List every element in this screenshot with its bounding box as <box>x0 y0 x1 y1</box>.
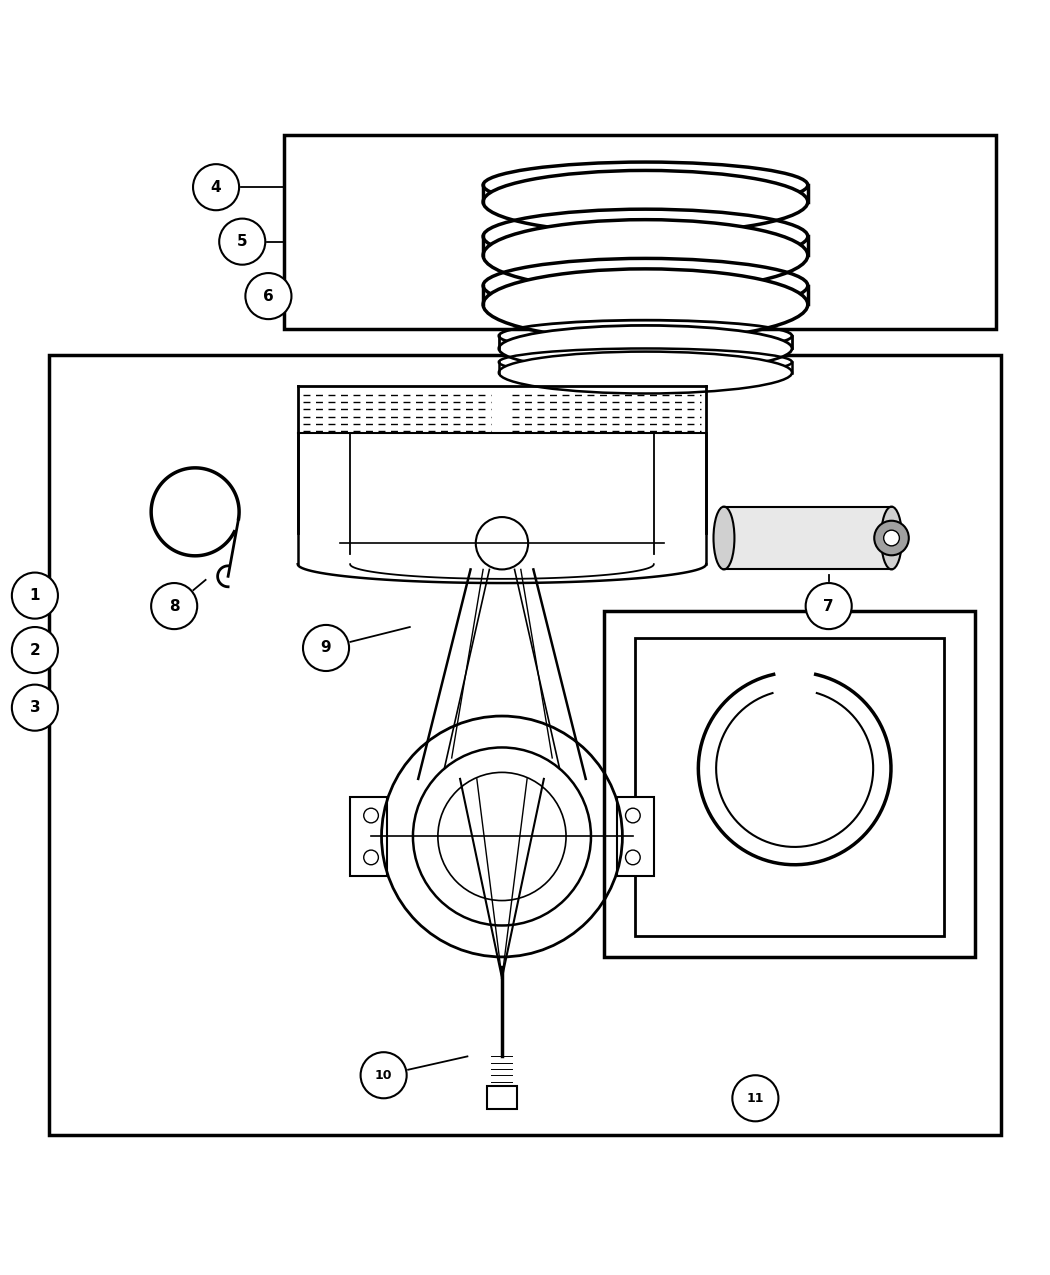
Circle shape <box>360 1052 406 1098</box>
Circle shape <box>12 685 58 731</box>
Bar <box>487 1086 517 1109</box>
Ellipse shape <box>499 325 792 371</box>
Circle shape <box>875 520 909 556</box>
Circle shape <box>626 850 640 864</box>
Circle shape <box>303 625 349 671</box>
Bar <box>48 354 1002 1135</box>
Text: 8: 8 <box>169 598 180 613</box>
Circle shape <box>12 572 58 618</box>
Ellipse shape <box>881 506 902 570</box>
Circle shape <box>732 1075 778 1121</box>
Circle shape <box>805 583 852 629</box>
Text: 10: 10 <box>375 1068 393 1081</box>
Circle shape <box>363 850 378 864</box>
Circle shape <box>363 808 378 822</box>
Text: 3: 3 <box>29 700 40 715</box>
Bar <box>617 797 654 876</box>
Circle shape <box>884 530 900 546</box>
Text: 11: 11 <box>747 1091 764 1104</box>
Text: 9: 9 <box>320 640 332 655</box>
Text: 2: 2 <box>29 643 40 658</box>
Ellipse shape <box>714 506 734 570</box>
Ellipse shape <box>483 219 807 291</box>
Bar <box>635 638 944 936</box>
Ellipse shape <box>483 269 807 340</box>
Text: 1: 1 <box>29 588 40 603</box>
Ellipse shape <box>499 352 792 394</box>
Ellipse shape <box>483 171 807 233</box>
Text: 5: 5 <box>237 235 248 249</box>
Text: 6: 6 <box>264 288 274 303</box>
Bar <box>350 797 386 876</box>
Bar <box>604 611 975 958</box>
Bar <box>285 135 996 329</box>
Bar <box>723 506 891 570</box>
Circle shape <box>626 808 640 822</box>
Circle shape <box>12 627 58 673</box>
Circle shape <box>151 583 197 629</box>
Circle shape <box>246 273 292 319</box>
Circle shape <box>219 218 266 265</box>
Text: 4: 4 <box>211 180 222 195</box>
Circle shape <box>193 164 239 210</box>
Text: 7: 7 <box>823 598 834 613</box>
